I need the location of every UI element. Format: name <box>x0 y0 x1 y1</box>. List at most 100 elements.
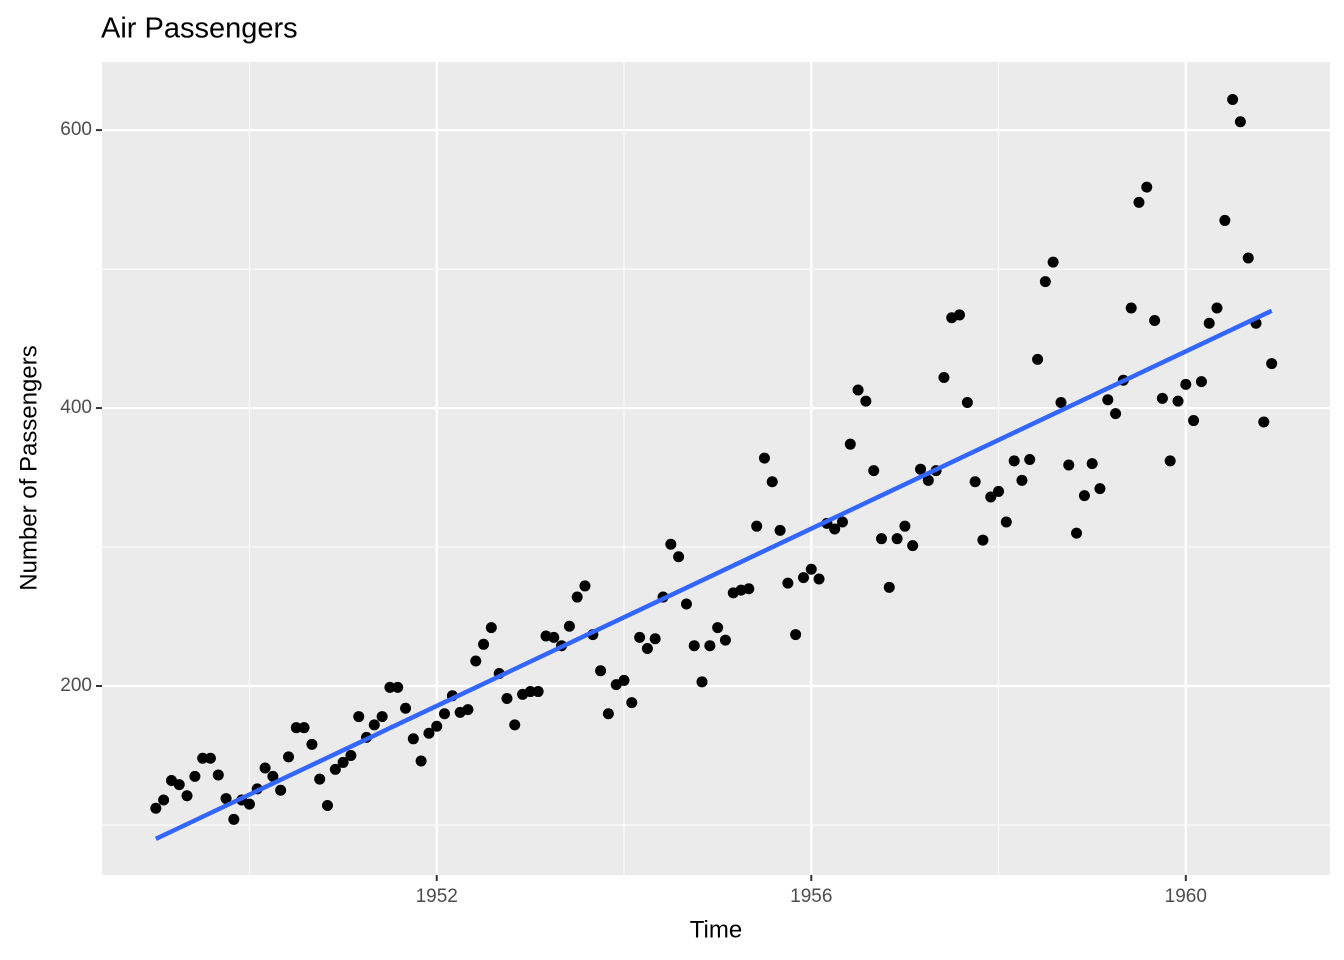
data-point <box>782 577 794 589</box>
data-point <box>790 629 802 641</box>
data-point <box>1266 358 1278 370</box>
data-point <box>922 474 934 486</box>
data-point <box>384 681 396 693</box>
data-point <box>1063 459 1075 471</box>
data-point <box>1149 314 1161 326</box>
data-point <box>1195 376 1207 388</box>
y-tick-label: 200 <box>60 675 92 696</box>
data-point <box>860 395 872 407</box>
data-point <box>283 751 295 763</box>
data-point <box>1094 483 1106 495</box>
data-point <box>439 708 451 720</box>
data-point <box>220 793 232 805</box>
data-point <box>938 371 950 383</box>
x-tick-label: 1952 <box>416 886 458 907</box>
data-point <box>243 798 255 810</box>
data-point <box>150 802 162 814</box>
y-tick-label: 400 <box>60 397 92 418</box>
data-point <box>1141 181 1153 193</box>
data-point <box>1172 395 1184 407</box>
data-point <box>376 711 388 723</box>
data-point <box>228 813 240 825</box>
data-point <box>353 711 365 723</box>
data-point <box>329 763 341 775</box>
data-point <box>298 722 310 734</box>
data-point <box>813 573 825 585</box>
data-point <box>1078 490 1090 502</box>
data-point <box>641 642 653 654</box>
data-point <box>875 533 887 545</box>
data-point <box>290 722 302 734</box>
data-point <box>1055 396 1067 408</box>
data-point <box>891 533 903 545</box>
data-point <box>501 693 513 705</box>
data-point <box>665 538 677 550</box>
data-point <box>259 762 271 774</box>
data-point <box>719 634 731 646</box>
y-tick-label: 600 <box>60 119 92 140</box>
data-point <box>509 719 521 731</box>
data-point <box>1242 252 1254 264</box>
data-point <box>1047 256 1059 268</box>
data-point <box>704 640 716 652</box>
data-point <box>462 704 474 716</box>
data-point <box>548 631 560 643</box>
data-point <box>423 727 435 739</box>
data-point <box>1133 196 1145 208</box>
data-point <box>197 752 209 764</box>
data-point <box>915 463 927 475</box>
data-point <box>993 485 1005 497</box>
data-point <box>899 520 911 532</box>
data-point <box>189 770 201 782</box>
data-point <box>392 681 404 693</box>
data-point <box>868 465 880 477</box>
data-point <box>985 491 997 503</box>
data-point <box>673 551 685 563</box>
data-point <box>844 438 856 450</box>
data-point <box>571 591 583 603</box>
data-point <box>883 581 895 593</box>
data-point <box>680 598 692 610</box>
chart-title: Air Passengers <box>101 13 298 45</box>
data-point <box>212 769 224 781</box>
data-point <box>524 686 536 698</box>
data-point <box>400 702 412 714</box>
data-point <box>626 697 638 709</box>
x-axis-title: Time <box>690 916 742 943</box>
y-axis-title: Number of Passengers <box>15 345 42 590</box>
data-point <box>1008 455 1020 467</box>
data-point <box>634 631 646 643</box>
data-point <box>1102 394 1114 406</box>
data-point <box>953 309 965 321</box>
data-point <box>181 790 193 802</box>
data-point <box>829 523 841 535</box>
data-point <box>314 773 326 785</box>
data-point <box>836 516 848 528</box>
data-point <box>774 524 786 536</box>
data-point <box>204 752 216 764</box>
data-point <box>602 708 614 720</box>
data-point <box>345 749 357 761</box>
data-point <box>1071 527 1083 539</box>
data-point <box>751 520 763 532</box>
data-point <box>1180 378 1192 390</box>
x-tick-label: 1956 <box>790 886 832 907</box>
data-point <box>1086 458 1098 470</box>
data-point <box>1234 116 1246 128</box>
data-point <box>743 583 755 595</box>
data-point <box>1016 474 1028 486</box>
data-point <box>306 738 318 750</box>
data-point <box>766 476 778 488</box>
data-point <box>267 770 279 782</box>
data-point <box>1219 214 1231 226</box>
data-point <box>415 755 427 767</box>
data-point <box>696 676 708 688</box>
data-point <box>1164 455 1176 467</box>
data-point <box>1110 408 1122 420</box>
data-point <box>485 622 497 634</box>
data-point <box>337 756 349 768</box>
data-point <box>563 620 575 632</box>
data-point <box>431 720 443 732</box>
data-point <box>275 784 287 796</box>
